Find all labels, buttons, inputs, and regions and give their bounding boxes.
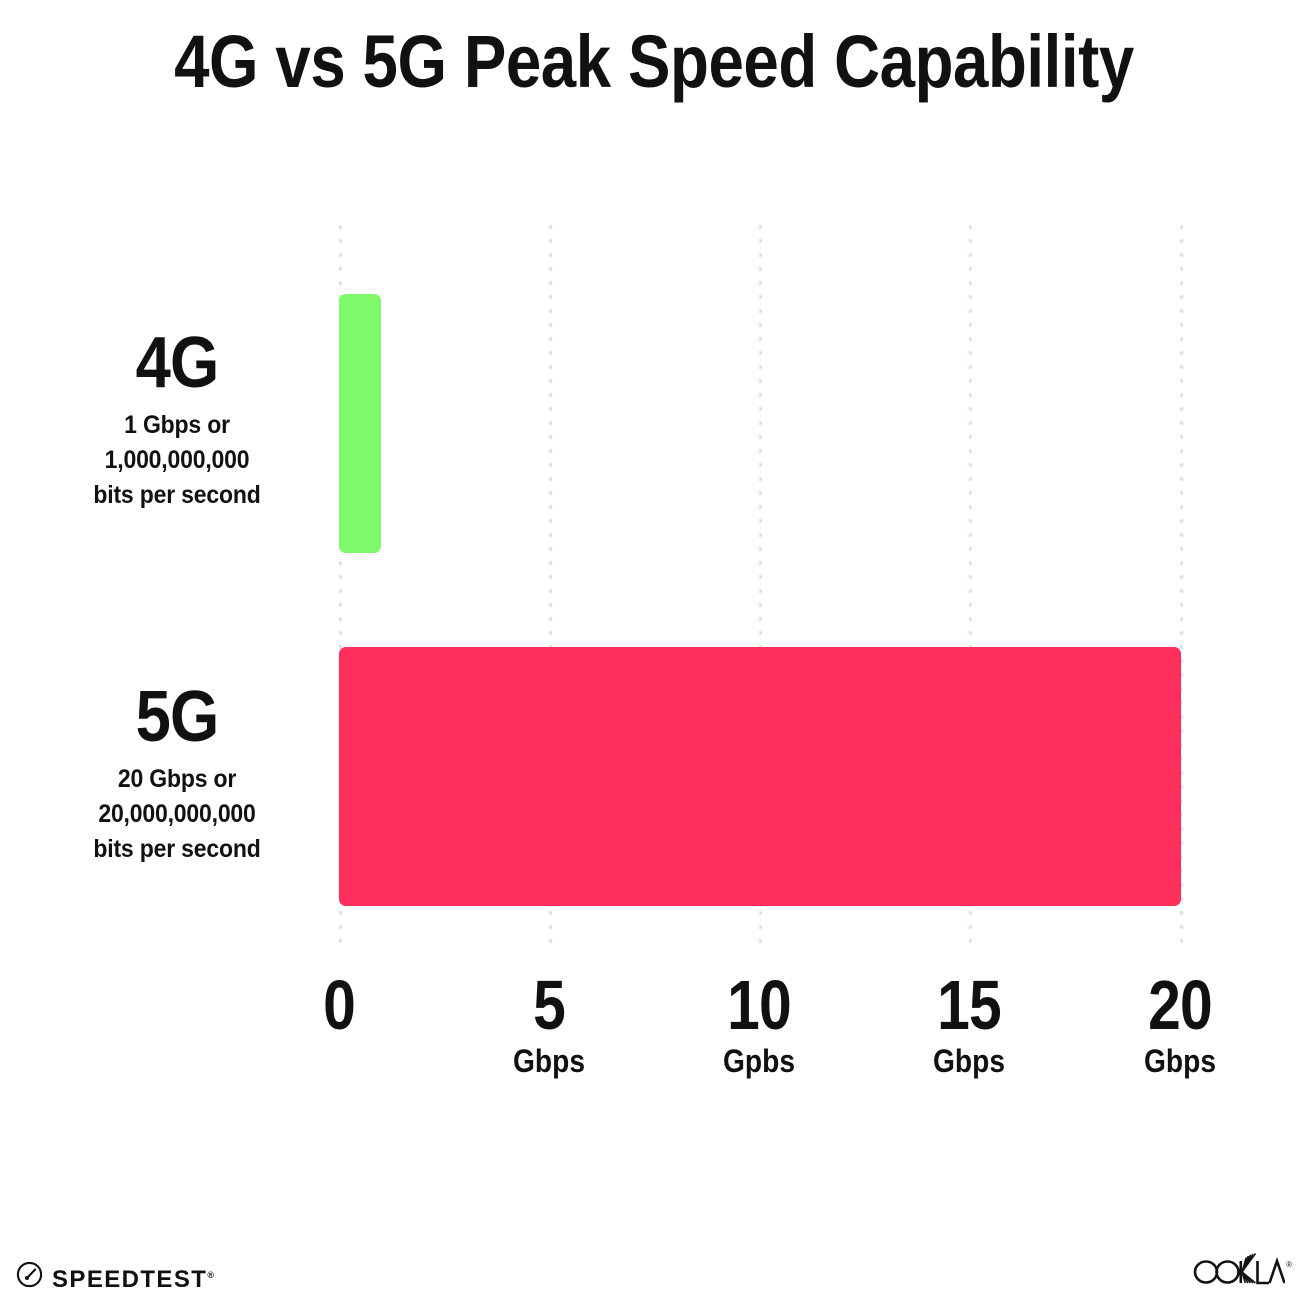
axis-tick-10-unit: Gpbs [723, 1043, 795, 1079]
ookla-logo: ® [1193, 1252, 1292, 1291]
axis-tick-5: 5 Gbps [449, 968, 649, 1080]
ookla-trademark: ® [1286, 1260, 1292, 1269]
axis-tick-10-value: 10 [727, 966, 792, 1044]
category-name-4g: 4G [135, 323, 220, 403]
category-sublabel-5g-line2: 20,000,000,000 [98, 800, 256, 828]
page-title: 4G vs 5G Peak Speed Capability [174, 20, 1134, 103]
gridline-20 [1180, 225, 1183, 943]
category-sublabel-4g-line2: 1,000,000,000 [104, 446, 250, 474]
axis-tick-0-value: 0 [323, 966, 356, 1044]
axis-tick-5-value: 5 [533, 966, 566, 1044]
category-sublabel-5g-line1: 20 Gbps or [117, 765, 237, 793]
gridline-15 [969, 225, 972, 943]
category-label-4g: 4G 1 Gbps or 1,000,000,000 bits per seco… [34, 326, 320, 513]
axis-tick-5-unit: Gbps [513, 1043, 585, 1079]
ookla-wordmark [1193, 1252, 1286, 1291]
category-label-5g: 5G 20 Gbps or 20,000,000,000 bits per se… [34, 680, 320, 867]
category-sublabel-4g-line3: bits per second [93, 481, 261, 509]
gridline-10 [759, 225, 762, 943]
axis-tick-15-unit: Gbps [933, 1043, 1005, 1079]
axis-tick-20-unit: Gbps [1144, 1043, 1216, 1079]
category-sublabel-5g-line3: bits per second [93, 835, 261, 863]
axis-tick-15: 15 Gbps [869, 968, 1069, 1080]
category-sublabel-4g: 1 Gbps or 1,000,000,000 bits per second [45, 408, 308, 513]
bar-4g [339, 294, 381, 553]
speedtest-wordmark: SPEEDTEST® [52, 1262, 214, 1293]
axis-tick-20-value: 20 [1148, 966, 1213, 1044]
axis-tick-10: 10 Gpbs [659, 968, 859, 1080]
gridline-0 [339, 225, 342, 943]
gridline-5 [549, 225, 552, 943]
category-sublabel-4g-line1: 1 Gbps or [124, 411, 230, 439]
speedtest-logo: SPEEDTEST® [16, 1261, 214, 1293]
category-sublabel-5g: 20 Gbps or 20,000,000,000 bits per secon… [45, 762, 308, 867]
axis-tick-20: 20 Gbps [1080, 968, 1280, 1080]
speedtest-trademark: ® [207, 1269, 214, 1280]
category-name-5g: 5G [135, 677, 220, 757]
bar-5g [339, 647, 1181, 906]
axis-tick-15-value: 15 [937, 966, 1002, 1044]
axis-tick-0: 0 [239, 968, 439, 1042]
speedometer-gauge-icon [16, 1261, 43, 1293]
speedtest-wordmark-text: SPEEDTEST [52, 1265, 208, 1293]
